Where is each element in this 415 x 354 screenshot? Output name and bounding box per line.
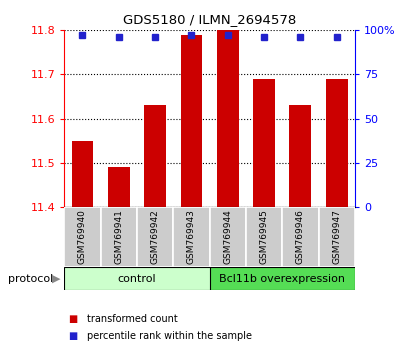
Bar [282, 207, 319, 267]
Bar [144, 105, 166, 207]
Title: GDS5180 / ILMN_2694578: GDS5180 / ILMN_2694578 [123, 13, 296, 26]
Bar [210, 267, 355, 290]
Text: GSM769942: GSM769942 [151, 210, 160, 264]
Text: percentile rank within the sample: percentile rank within the sample [87, 331, 252, 341]
Bar [137, 207, 173, 267]
Bar [290, 105, 311, 207]
Bar [64, 267, 210, 290]
Text: GSM769944: GSM769944 [223, 210, 232, 264]
Text: GSM769943: GSM769943 [187, 209, 196, 264]
Bar [108, 167, 130, 207]
Text: GSM769945: GSM769945 [259, 209, 269, 264]
Text: GSM769941: GSM769941 [114, 209, 123, 264]
Bar [210, 207, 246, 267]
Text: ■: ■ [68, 331, 78, 341]
Text: GSM769946: GSM769946 [296, 209, 305, 264]
Text: transformed count: transformed count [87, 314, 178, 324]
Bar [64, 207, 101, 267]
Text: ▶: ▶ [52, 274, 60, 284]
Text: control: control [117, 274, 156, 284]
Bar [246, 207, 282, 267]
Bar [253, 79, 275, 207]
Text: GSM769947: GSM769947 [332, 209, 341, 264]
Bar [100, 207, 137, 267]
Text: protocol: protocol [8, 274, 54, 284]
Text: GSM769940: GSM769940 [78, 209, 87, 264]
Text: ■: ■ [68, 314, 78, 324]
Bar [319, 207, 355, 267]
Bar [217, 30, 239, 207]
Text: Bcl11b overexpression: Bcl11b overexpression [219, 274, 345, 284]
Bar [326, 79, 348, 207]
Bar [181, 35, 203, 207]
Bar [173, 207, 210, 267]
Bar [71, 141, 93, 207]
